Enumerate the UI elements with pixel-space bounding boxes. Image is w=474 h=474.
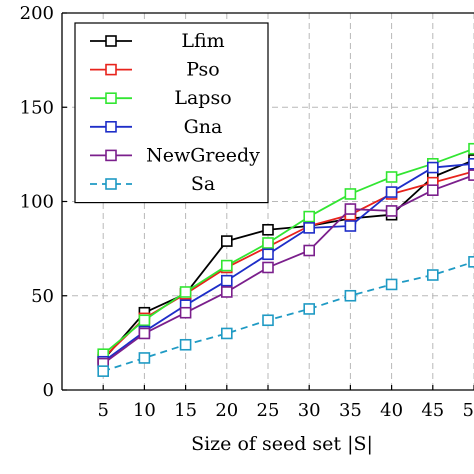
data-point-sa — [344, 289, 357, 302]
data-point-gna — [468, 158, 474, 170]
series-lines — [97, 142, 474, 377]
data-point-lapso — [179, 286, 192, 298]
y-tick-label: 100 — [20, 192, 54, 213]
series-line-lapso — [102, 147, 474, 355]
legend-label: Gna — [184, 116, 223, 138]
legend-label: Lapso — [174, 87, 231, 109]
legend-label: Sa — [191, 173, 215, 195]
data-point-newgreedy — [179, 306, 192, 319]
data-point-lapso — [221, 259, 233, 272]
data-point-sa — [221, 327, 233, 340]
data-point-newgreedy — [138, 327, 151, 340]
legend-box — [74, 22, 269, 204]
data-point-lapso — [385, 171, 398, 183]
legend-swatch-marker — [105, 63, 117, 76]
series-line-newgreedy — [102, 174, 474, 365]
data-point-lapso — [303, 210, 316, 223]
data-point-gna — [426, 161, 439, 174]
legend-swatch-marker — [105, 35, 117, 47]
data-point-gna — [221, 274, 233, 287]
legend: Lfim Pso Lapso Gna NewGreedy Sa — [74, 22, 269, 204]
data-point-gna — [303, 222, 316, 234]
x-tick-label: 20 — [215, 400, 238, 421]
legend-swatch-marker — [105, 149, 117, 162]
data-point-sa — [426, 269, 439, 281]
legend-label: Pso — [186, 59, 219, 81]
x-axis-label: Size of seed set |S| — [191, 433, 373, 455]
legend-label: NewGreedy — [146, 144, 260, 166]
data-point-sa — [385, 278, 398, 291]
series-line-lfim — [102, 159, 474, 361]
data-point-newgreedy — [426, 184, 439, 196]
x-tick-label: 10 — [133, 400, 156, 421]
data-point-gna — [262, 248, 274, 261]
data-point-lapso — [468, 142, 474, 155]
data-point-newgreedy — [221, 286, 233, 298]
data-point-lfim — [262, 223, 274, 236]
y-tick-label: 200 — [20, 3, 54, 24]
data-point-sa — [97, 365, 109, 377]
data-point-lapso — [138, 314, 151, 327]
data-point-sa — [262, 314, 274, 327]
x-tick-label: 40 — [380, 400, 403, 421]
x-tick-label: 50 — [463, 400, 474, 421]
data-point-sa — [179, 338, 192, 351]
legend-swatch-marker — [105, 178, 117, 190]
y-tick-label: 0 — [43, 380, 54, 401]
x-tick-label: 25 — [257, 400, 280, 421]
x-tick-label: 30 — [298, 400, 321, 421]
series-line-sa — [102, 260, 474, 373]
x-tick-label: 5 — [97, 400, 108, 421]
data-point-sa — [303, 303, 316, 315]
data-point-newgreedy — [344, 203, 357, 215]
legend-swatch-marker — [105, 92, 117, 104]
x-tick-label: 15 — [174, 400, 197, 421]
data-point-newgreedy — [262, 261, 274, 274]
axes: 0 50 100 150 200 5 10 15 20 25 30 35 40 45 50 — [20, 3, 474, 421]
data-point-newgreedy — [303, 244, 316, 257]
data-point-gna — [344, 220, 357, 232]
legend-swatch-marker — [105, 121, 117, 133]
x-tick-label: 35 — [339, 400, 362, 421]
data-point-sa — [138, 352, 151, 364]
data-point-gna — [385, 186, 398, 198]
data-point-sa — [468, 256, 474, 268]
y-tick-label: 150 — [20, 97, 54, 118]
data-point-lapso — [262, 237, 274, 249]
data-point-lapso — [344, 188, 357, 200]
x-tick-label: 45 — [421, 400, 444, 421]
data-point-lfim — [221, 235, 233, 247]
legend-label: Lfim — [181, 30, 224, 52]
series-line-gna — [102, 162, 474, 363]
data-point-newgreedy — [385, 205, 398, 217]
y-tick-label: 50 — [31, 286, 54, 307]
data-point-newgreedy — [468, 169, 474, 181]
